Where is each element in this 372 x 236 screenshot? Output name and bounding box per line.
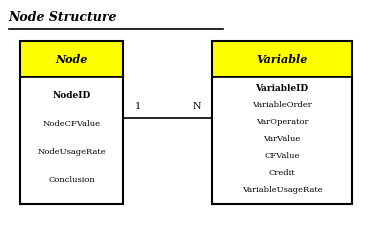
Text: CFValue: CFValue <box>264 152 300 160</box>
Text: VarOperator: VarOperator <box>256 118 308 126</box>
Text: NodeCFValue: NodeCFValue <box>42 120 100 128</box>
Text: Node: Node <box>55 54 88 65</box>
Text: Conclusion: Conclusion <box>48 176 95 184</box>
Text: VariableUsageRate: VariableUsageRate <box>242 186 322 194</box>
Text: Variable: Variable <box>256 54 308 65</box>
FancyBboxPatch shape <box>212 77 352 204</box>
Text: VarValue: VarValue <box>263 135 301 143</box>
Text: 1: 1 <box>135 102 141 111</box>
Text: NodeID: NodeID <box>52 91 91 100</box>
FancyBboxPatch shape <box>212 41 352 77</box>
Text: Credit: Credit <box>269 169 295 177</box>
FancyBboxPatch shape <box>20 41 123 77</box>
FancyBboxPatch shape <box>20 77 123 204</box>
Text: VariableOrder: VariableOrder <box>252 101 312 109</box>
Text: VariableID: VariableID <box>256 84 308 93</box>
Text: N: N <box>193 102 201 111</box>
Text: NodeUsageRate: NodeUsageRate <box>37 148 106 156</box>
Text: Node Structure: Node Structure <box>9 11 117 24</box>
